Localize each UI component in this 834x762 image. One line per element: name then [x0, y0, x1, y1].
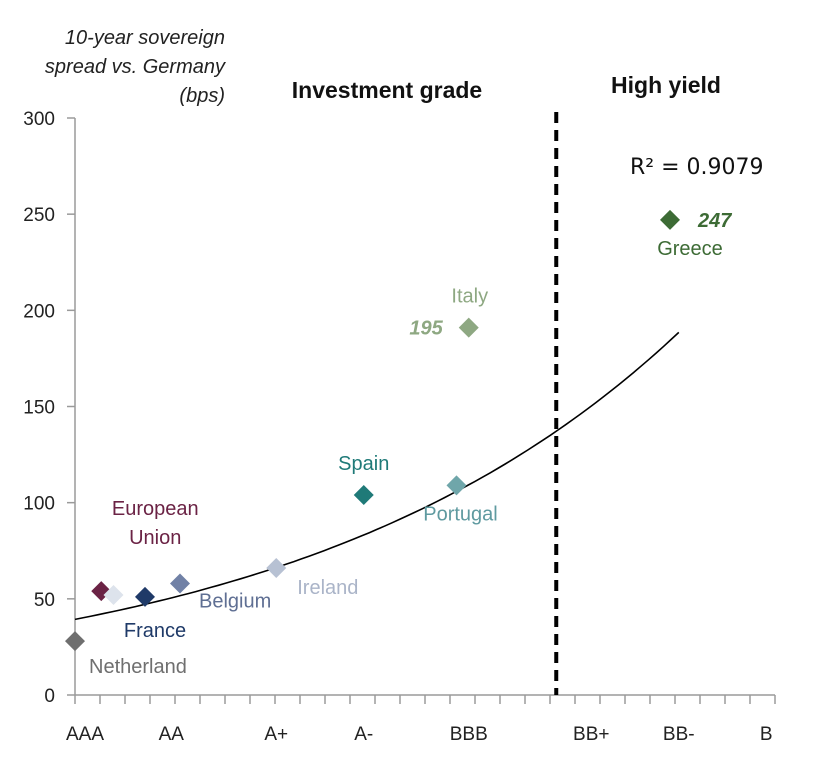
x-tick-label: B: [760, 724, 773, 745]
r-squared-label: R² = 0.9079: [630, 155, 764, 180]
data-point-belgium: [170, 573, 190, 594]
point-label-european-union-line-2: Union: [129, 527, 181, 549]
point-label-italy: Italy: [451, 286, 488, 308]
y-axis-title-line-3: (bps): [179, 85, 225, 107]
y-tick-label: 250: [23, 205, 55, 226]
point-label-netherland: Netherland: [89, 656, 187, 678]
axes: [74, 118, 775, 696]
data-point-netherland: [65, 631, 85, 652]
x-tick-label: BB+: [573, 724, 609, 745]
y-tick-label: 0: [44, 686, 55, 707]
y-tick-label: 200: [23, 301, 55, 322]
x-tick-label: AA: [159, 724, 185, 745]
y-tick-label: 300: [23, 109, 55, 130]
data-point-portugal: [446, 475, 467, 496]
y-axis-ticks: 0 50 100 150 200 250 300: [23, 109, 75, 707]
point-label-european-union: European: [112, 498, 199, 520]
data-point-ireland: [266, 558, 287, 579]
x-tick-label: BBB: [450, 724, 488, 745]
data-point-unlabeled: [103, 584, 124, 605]
region-label-investment-grade: Investment grade: [292, 77, 482, 103]
y-tick-label: 50: [34, 590, 55, 611]
y-axis-title-line-1: 10-year sovereign: [65, 27, 225, 49]
value-label-greece: 247: [697, 210, 732, 232]
trendline-group: [74, 331, 680, 621]
x-axis-ticks: AAA AA A+ A- BBB BB+ BB- B: [66, 695, 776, 745]
point-label-france: France: [124, 620, 186, 642]
point-label-greece: Greece: [657, 238, 723, 260]
data-point-greece: [660, 209, 680, 230]
x-tick-label: A-: [354, 724, 373, 745]
value-label-italy: 195: [409, 318, 443, 340]
region-label-high-yield: High yield: [611, 72, 721, 98]
trendline: [74, 331, 680, 621]
x-tick-label: AAA: [66, 724, 104, 745]
data-point-italy: [458, 317, 479, 338]
x-tick-label: BB-: [663, 724, 695, 745]
point-label-spain: Spain: [338, 453, 389, 475]
y-axis-title-line-2: spread vs. Germany: [45, 56, 226, 78]
point-label-ireland: Ireland: [297, 577, 358, 599]
data-point-spain: [353, 484, 374, 505]
y-tick-label: 150: [23, 398, 55, 419]
point-label-portugal: Portugal: [423, 503, 498, 525]
data-point-france: [135, 586, 155, 607]
y-tick-label: 100: [23, 494, 55, 515]
x-tick-label: A+: [264, 724, 288, 745]
data-points: Netherland European Union France Belgium Irel…: [65, 209, 732, 678]
point-label-belgium: Belgium: [199, 590, 271, 612]
